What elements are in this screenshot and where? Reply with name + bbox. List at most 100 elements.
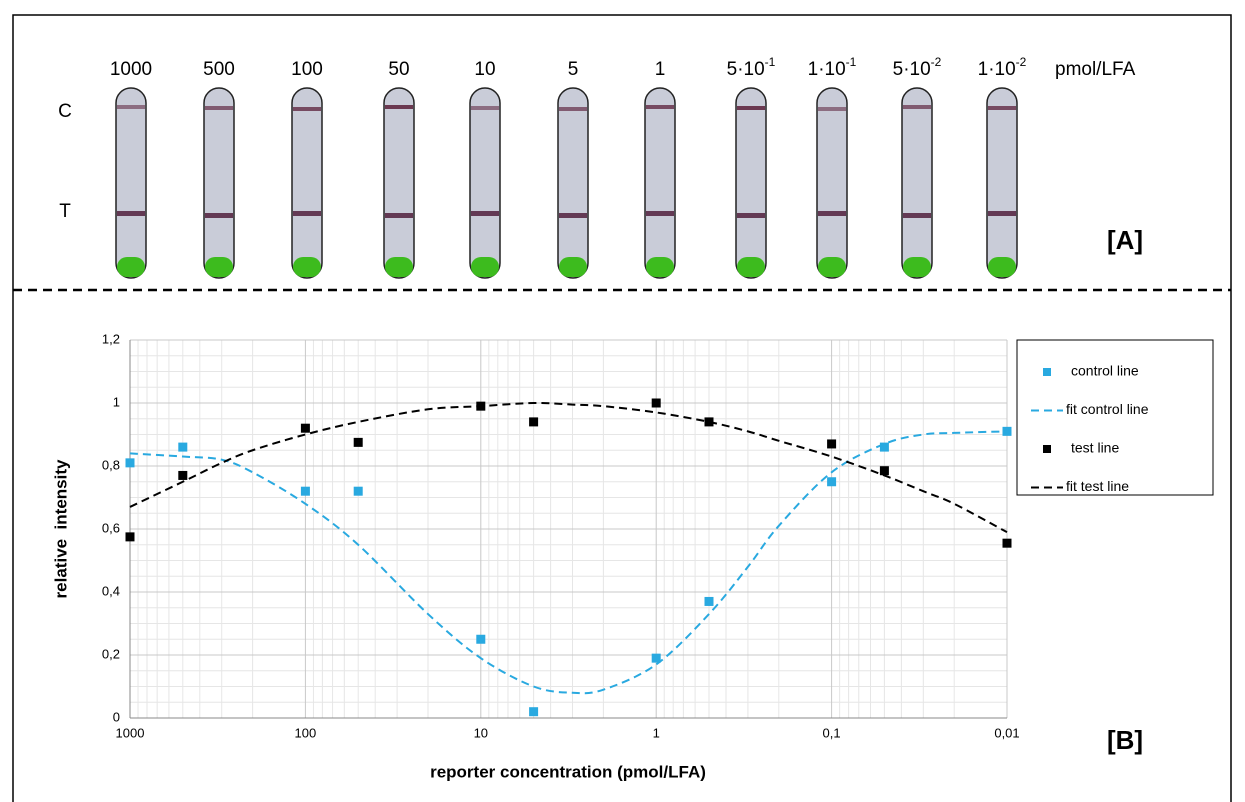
control-band <box>818 107 846 111</box>
control-band <box>471 106 499 110</box>
c-label: C <box>58 101 72 122</box>
test-band <box>903 213 931 218</box>
panel-a: pmol/LFA C T [A] <box>58 59 1143 255</box>
control-band <box>988 106 1016 110</box>
control-band <box>385 105 413 109</box>
test-strip <box>469 87 501 279</box>
strip-pad <box>471 257 499 277</box>
concentration-label: 5·10-2 <box>893 55 942 80</box>
concentration-label: 100 <box>291 59 323 80</box>
strip-body <box>644 87 676 279</box>
control-band <box>737 106 765 110</box>
x-tick-label: 0,1 <box>823 725 841 740</box>
strip-pad <box>988 257 1016 277</box>
test-strip <box>644 87 676 279</box>
data-point <box>529 707 539 717</box>
concentration-label: 1·10-1 <box>808 55 857 80</box>
y-axis-title: relative intensity <box>51 459 70 598</box>
data-point <box>353 437 363 447</box>
label-exponent: -1 <box>846 55 857 69</box>
label-exponent: -1 <box>765 55 776 69</box>
grid <box>129 339 1008 719</box>
control-band <box>293 107 321 111</box>
legend-swatch <box>1043 368 1051 376</box>
concentration-label: 5 <box>568 59 579 80</box>
test-band <box>737 213 765 218</box>
frame <box>12 14 1232 802</box>
fit-line <box>129 430 1008 695</box>
t-label: T <box>59 201 71 222</box>
strip-body <box>291 87 323 279</box>
x-tick-label: 0,01 <box>994 725 1019 740</box>
strip-pad <box>117 257 145 277</box>
panel-b: [B] reporter concentration (pmol/LFA) re… <box>51 339 1214 781</box>
test-strip <box>291 87 323 279</box>
y-tick-label: 0,8 <box>102 457 120 472</box>
legend-swatch <box>1043 445 1051 453</box>
legend-box <box>1016 339 1214 496</box>
label-exponent: -2 <box>1016 55 1027 69</box>
strip-body <box>816 87 848 279</box>
legend-label: control line <box>1071 363 1139 379</box>
strip-pad <box>737 257 765 277</box>
strip-body <box>115 87 147 279</box>
test-band <box>818 211 846 216</box>
fit-line <box>129 401 1008 534</box>
y-tick-label: 0 <box>113 709 120 724</box>
label-base: 1·10 <box>808 59 846 80</box>
unit-label: pmol/LFA <box>1055 59 1136 80</box>
y-tick-label: 0,4 <box>102 583 120 598</box>
legend-label: fit test line <box>1066 478 1129 494</box>
data-point <box>529 417 539 427</box>
test-strip <box>557 87 589 279</box>
control-band <box>205 106 233 110</box>
concentration-label: 1 <box>655 59 666 80</box>
panel-tag: [A] <box>1107 225 1143 255</box>
data-point <box>125 532 135 542</box>
data-point <box>651 653 661 663</box>
control-band <box>903 105 931 109</box>
test-band <box>385 213 413 218</box>
test-band <box>646 211 674 216</box>
concentration-label: 50 <box>388 59 409 80</box>
test-strip <box>203 87 235 279</box>
data-point <box>827 477 837 487</box>
test-band <box>293 211 321 216</box>
test-strip <box>115 87 147 279</box>
data-point <box>879 442 889 452</box>
strip-body <box>203 87 235 279</box>
strip-pad <box>818 257 846 277</box>
x-tick-label: 10 <box>474 725 488 740</box>
x-axis-title: reporter concentration (pmol/LFA) <box>430 762 706 781</box>
x-tick-label: 1 <box>653 725 660 740</box>
data-point <box>178 442 188 452</box>
control-band <box>117 105 145 109</box>
strip-pad <box>646 257 674 277</box>
test-band <box>471 211 499 216</box>
data-point <box>476 634 486 644</box>
strip-pad <box>559 257 587 277</box>
data-point <box>704 596 714 606</box>
y-tick-label: 0,2 <box>102 646 120 661</box>
data-point <box>125 458 135 468</box>
test-band <box>117 211 145 216</box>
strip-body <box>469 87 501 279</box>
x-tick-label: 100 <box>295 725 317 740</box>
label-base: 1·10 <box>978 59 1016 80</box>
control-band <box>646 105 674 109</box>
test-strip <box>383 87 415 279</box>
data-point <box>353 486 363 496</box>
test-band <box>559 213 587 218</box>
test-strip <box>986 87 1018 279</box>
data-point <box>651 398 661 408</box>
legend-label: test line <box>1071 440 1119 456</box>
strip-body <box>735 87 767 279</box>
label-exponent: -2 <box>931 55 942 69</box>
data-point <box>1002 538 1012 548</box>
concentration-label: 1000 <box>110 59 152 80</box>
data-point <box>300 486 310 496</box>
strip-pad <box>293 257 321 277</box>
concentration-label: 5·10-1 <box>727 55 776 80</box>
strip-body <box>986 87 1018 279</box>
